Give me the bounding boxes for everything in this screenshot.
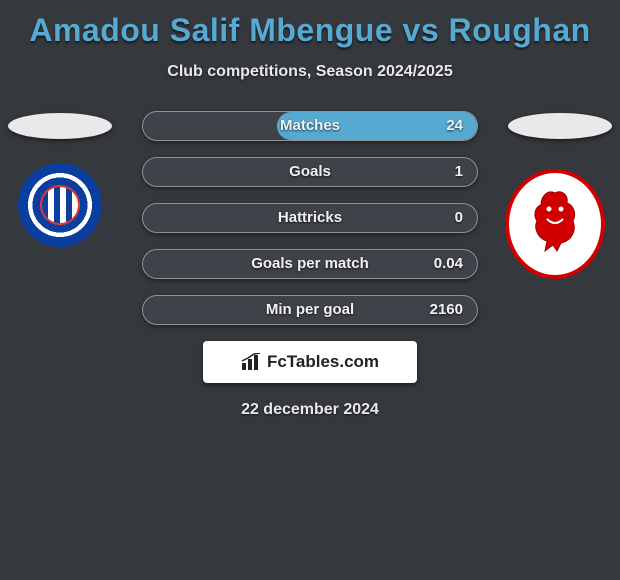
right-club-badge [500, 169, 610, 279]
stat-bar-value: 0 [455, 204, 463, 232]
stat-bar: Goals per match0.04 [142, 249, 478, 279]
stat-bar: Goals1 [142, 157, 478, 187]
imp-icon [527, 189, 583, 255]
stat-bar-value: 24 [446, 112, 463, 140]
stat-bar-label: Hattricks [143, 204, 477, 232]
stat-bar-value: 1 [455, 158, 463, 186]
stat-bar-label: Matches [143, 112, 477, 140]
right-player-marker [508, 113, 612, 139]
stat-bar-value: 2160 [430, 296, 463, 324]
bar-chart-icon [241, 353, 263, 371]
stat-bar-value: 0.04 [434, 250, 463, 278]
stat-bar: Min per goal2160 [142, 295, 478, 325]
subtitle: Club competitions, Season 2024/2025 [0, 63, 620, 81]
attribution-badge: FcTables.com [203, 341, 417, 383]
stat-bar-label: Goals per match [143, 250, 477, 278]
date-text: 22 december 2024 [0, 401, 620, 419]
comparison-content: Matches24 Goals1 Hattricks0 Goals per match… [0, 111, 620, 419]
left-club-badge [10, 163, 110, 263]
stat-bar: Matches24 [142, 111, 478, 141]
page-title: Amadou Salif Mbengue vs Roughan [0, 0, 620, 49]
stat-bars: Matches24 Goals1 Hattricks0 Goals per match… [142, 111, 478, 325]
stat-bar-label: Min per goal [143, 296, 477, 324]
stat-bar-label: Goals [143, 158, 477, 186]
stat-bar: Hattricks0 [142, 203, 478, 233]
left-player-marker [8, 113, 112, 139]
attribution-text: FcTables.com [267, 352, 379, 372]
